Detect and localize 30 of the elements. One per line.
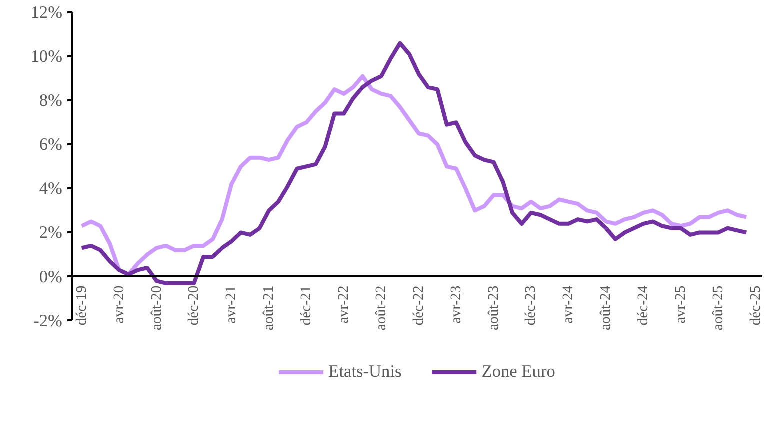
x-tick-label: août-24 bbox=[598, 285, 614, 331]
x-tick-label: déc-19 bbox=[74, 286, 90, 326]
x-tick-label: avr-23 bbox=[448, 286, 464, 324]
x-tick-label: déc-21 bbox=[298, 286, 315, 326]
y-tick-label: 2% bbox=[39, 223, 63, 242]
x-tick-label: août-25 bbox=[710, 286, 726, 331]
x-tick-label: avr-25 bbox=[673, 286, 690, 324]
y-tick-label: 6% bbox=[39, 135, 63, 154]
line-series bbox=[80, 41, 749, 286]
x-tick-label: août-22 bbox=[373, 286, 390, 331]
x-tick-label: avr-22 bbox=[336, 286, 352, 324]
legend-label: Zone Euro bbox=[482, 362, 556, 382]
x-tick-label: déc-24 bbox=[636, 285, 652, 326]
x-tick-label: avr-21 bbox=[224, 286, 240, 324]
y-tick-label: -2% bbox=[34, 311, 63, 330]
x-tick-label: déc-23 bbox=[523, 286, 540, 326]
y-tick-label: 10% bbox=[30, 47, 63, 66]
x-tick-label: avr-20 bbox=[111, 286, 128, 324]
x-tick-label: août-23 bbox=[486, 286, 502, 331]
legend-label: Etats-Unis bbox=[328, 362, 402, 382]
x-tick-label: déc-25 bbox=[748, 286, 764, 326]
x-tick-label: déc-20 bbox=[186, 286, 202, 326]
x-tick-label: août-20 bbox=[148, 286, 165, 331]
x-tick-label: avr-24 bbox=[560, 285, 577, 324]
y-tick-label: 12% bbox=[30, 3, 63, 22]
x-tick-label: août-21 bbox=[261, 286, 278, 331]
y-tick-label: 4% bbox=[39, 179, 63, 198]
x-tick-label: déc-22 bbox=[410, 286, 427, 326]
y-tick-label: 0% bbox=[39, 267, 63, 286]
y-tick-label: 8% bbox=[39, 91, 63, 110]
